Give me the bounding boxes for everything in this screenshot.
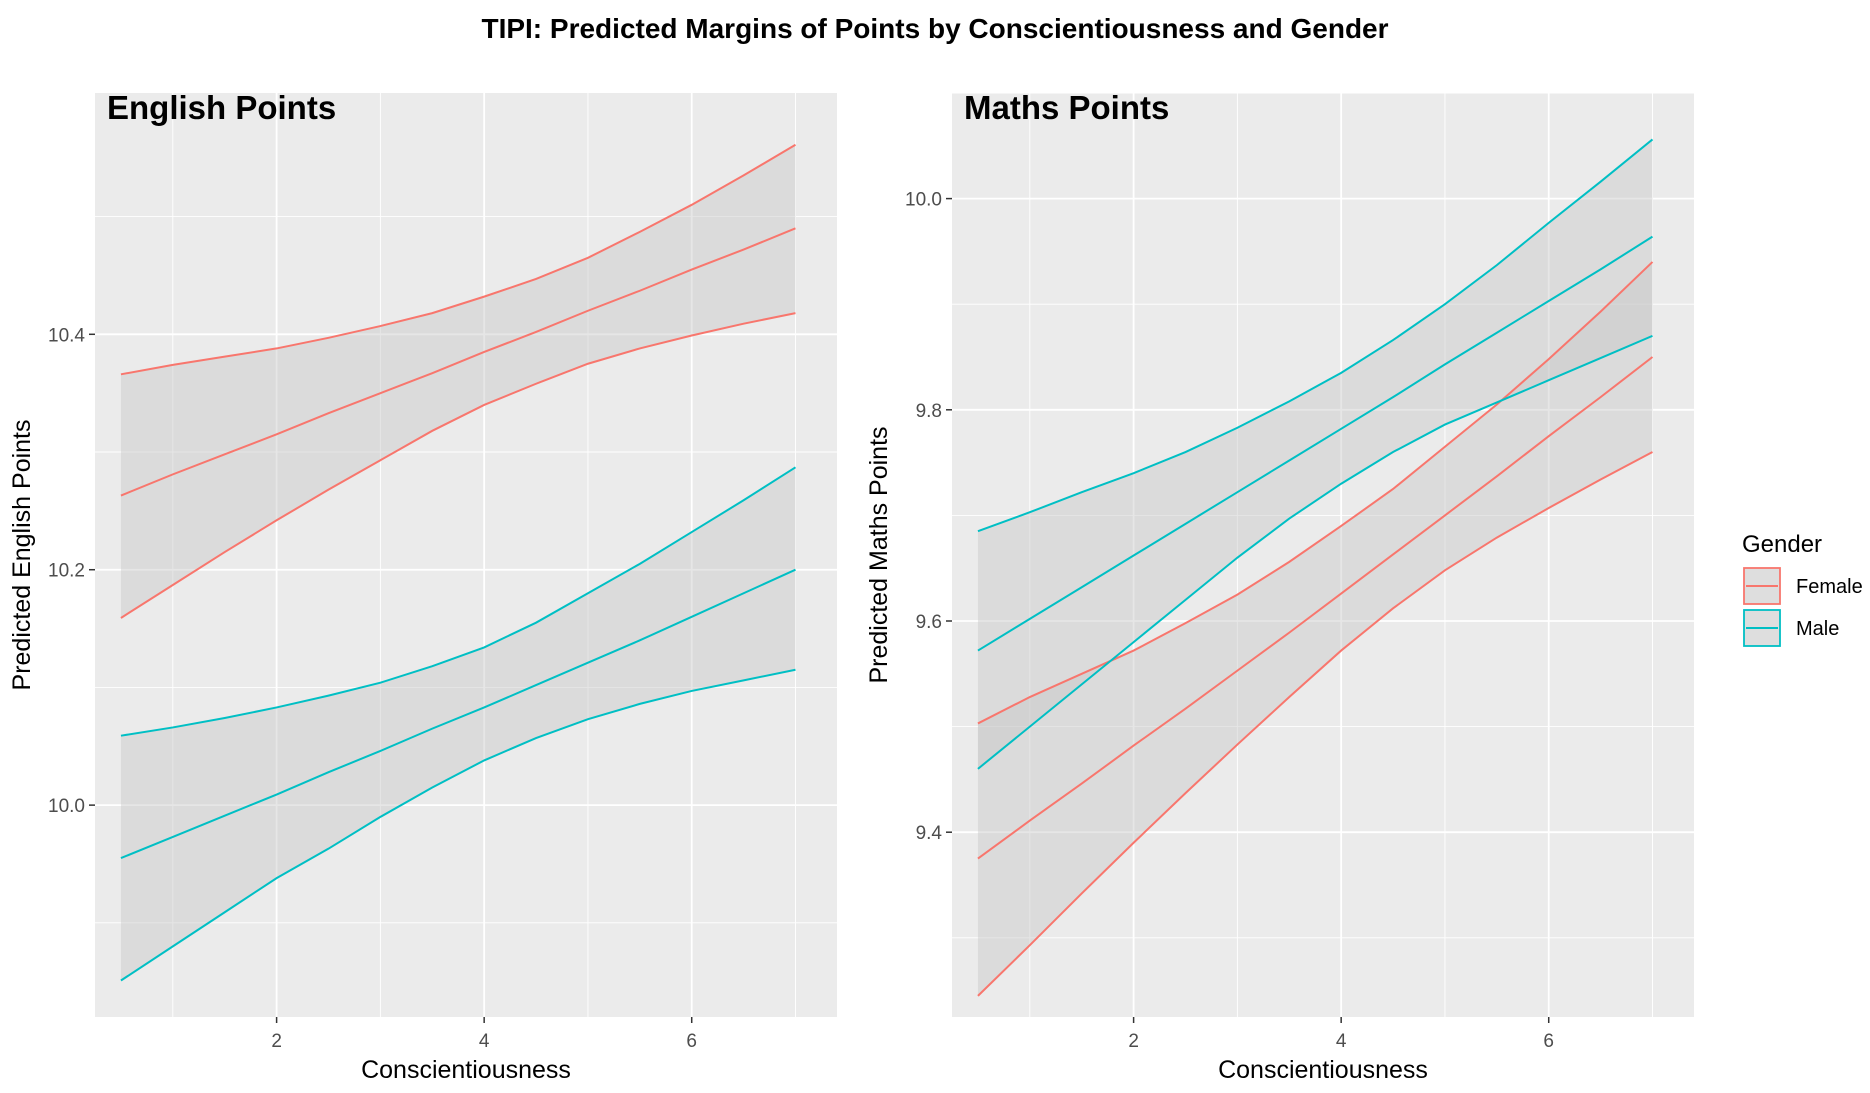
maths-female-fit-line xyxy=(977,356,1654,860)
maths-male-fit-line xyxy=(977,235,1654,652)
maths-y-tick-label: 9.8 xyxy=(916,401,942,422)
maths-y-tick-label: 9.4 xyxy=(916,823,943,844)
english-x-tick-label: 4 xyxy=(479,1031,490,1052)
legend-label-female: Female xyxy=(1796,576,1863,598)
maths-female-confidence-band xyxy=(977,261,1653,996)
english-x-tick-label: 6 xyxy=(686,1031,697,1052)
maths-x-tick-label: 6 xyxy=(1543,1031,1554,1052)
english-female-upper-line xyxy=(120,143,796,376)
english-male-upper-line xyxy=(120,466,797,737)
english-male-fit-line xyxy=(120,568,796,860)
maths-female-upper-line xyxy=(977,261,1654,725)
maths-plot-background xyxy=(952,93,1694,1017)
english-points-panel: 2 4 6 10.0 10.2 10.4 English Points Conscientio… xyxy=(8,89,837,1084)
maths-y-axis-label: Predicted Maths Points xyxy=(865,426,893,683)
maths-panel-title: Maths Points xyxy=(964,89,1169,126)
maths-x-axis-label: Conscientiousness xyxy=(1218,1056,1428,1084)
maths-y-tick-label: 9.6 xyxy=(916,612,942,633)
english-y-axis-label: Predicted English Points xyxy=(8,420,36,691)
english-female-confidence-band xyxy=(120,144,796,618)
english-x-tick-label: 2 xyxy=(271,1031,282,1052)
maths-female-lower-line xyxy=(977,451,1653,997)
legend-label-male: Male xyxy=(1796,618,1839,640)
maths-y-tick-label: 10.0 xyxy=(905,190,942,211)
english-x-axis-label: Conscientiousness xyxy=(361,1056,571,1084)
maths-x-tick-label: 2 xyxy=(1128,1031,1139,1052)
english-y-tick-label: 10.0 xyxy=(48,796,85,817)
english-male-lower-line xyxy=(120,668,796,982)
english-panel-title: English Points xyxy=(107,89,336,126)
english-male-confidence-band xyxy=(120,467,796,981)
legend: Gender Female Male xyxy=(1742,531,1863,647)
english-y-tick-label: 10.2 xyxy=(48,561,85,582)
legend-title: Gender xyxy=(1742,531,1822,558)
maths-male-lower-line xyxy=(977,334,1653,770)
maths-male-upper-line xyxy=(977,138,1654,533)
maths-x-tick-label: 4 xyxy=(1336,1031,1347,1052)
figure-title: TIPI: Predicted Margins of Points by Con… xyxy=(481,13,1388,44)
english-female-fit-line xyxy=(120,227,796,497)
maths-points-panel: 2 4 6 9.4 9.6 9.8 10.0 Maths Points Conscientiou… xyxy=(865,89,1694,1084)
maths-male-confidence-band xyxy=(977,139,1653,769)
english-y-tick-label: 10.4 xyxy=(48,325,85,346)
english-female-lower-line xyxy=(120,312,796,619)
